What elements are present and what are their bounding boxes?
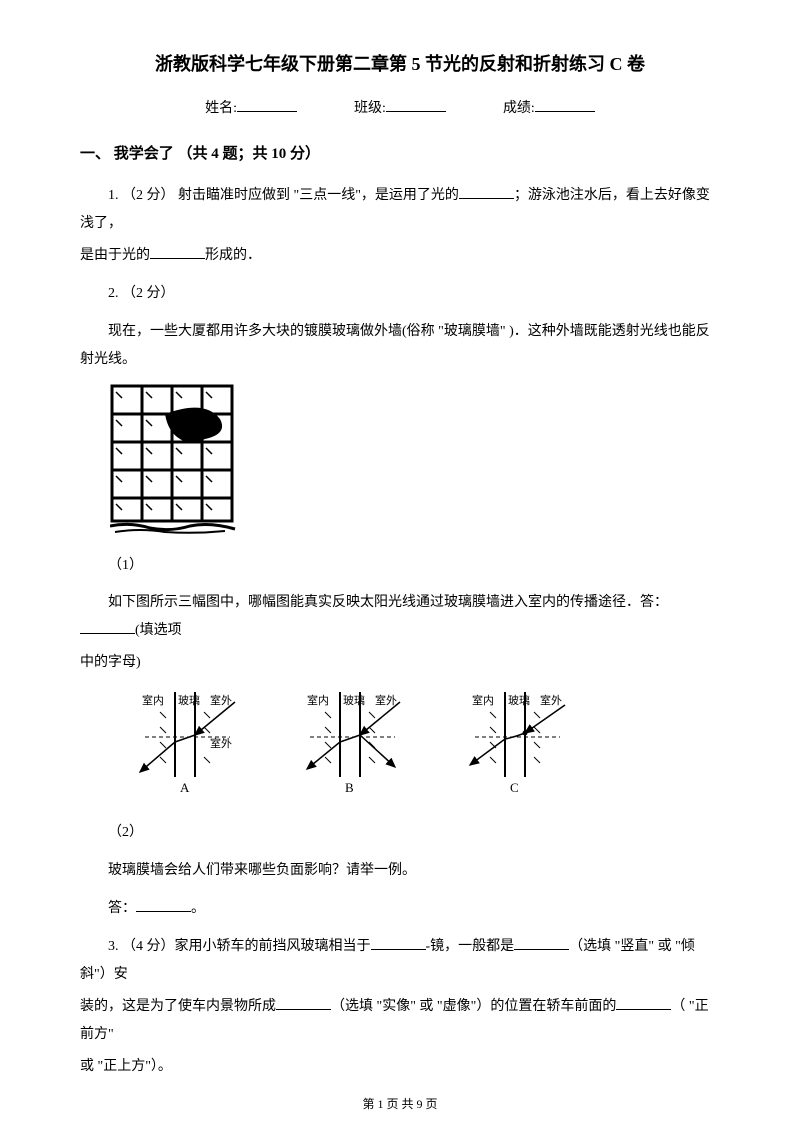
svg-text:室外: 室外 xyxy=(210,693,232,707)
q1-t1: 射击瞄准时应做到 "三点一线"，是运用了光的 xyxy=(175,188,459,203)
question-3-line3: 或 "正上方"）。 xyxy=(80,1053,720,1081)
svg-text:玻璃: 玻璃 xyxy=(343,693,365,707)
svg-text:室外: 室外 xyxy=(375,693,397,707)
q2-sub1-t2: (填选项 xyxy=(135,623,182,638)
light-diagrams: 室内 玻璃 室外 室外 A xyxy=(130,687,720,810)
section-1-head: 一、 我学会了 （共 4 题；共 10 分） xyxy=(80,142,720,166)
q2-sub1-t1: 如下图所示三幅图中，哪幅图能真实反映太阳光线通过玻璃膜墙进入室内的传播途径．答： xyxy=(108,595,668,610)
q3-t2: -镜，一般都是 xyxy=(426,939,515,954)
q1-num: 1. xyxy=(108,188,122,203)
q3-line2a: 装的，这是为了使车内景物所成 xyxy=(80,999,276,1014)
svg-text:玻璃: 玻璃 xyxy=(508,693,530,707)
svg-text:A: A xyxy=(180,780,190,795)
q3-num: 3. xyxy=(108,939,122,954)
q2-answer-blank[interactable] xyxy=(136,897,191,912)
q3-blank-2[interactable] xyxy=(514,935,569,950)
question-3-line2: 装的，这是为了使车内景物所成（选填 "实像" 或 "虚像"）的位置在轿车前面的（… xyxy=(80,993,720,1049)
info-line: 姓名: 班级: 成绩: xyxy=(80,97,720,120)
q2-answer-line: 答： 。 xyxy=(80,895,720,923)
q1-line2a: 是由于光的 xyxy=(80,248,150,263)
class-label: 班级: xyxy=(354,101,386,116)
q3-blank-1[interactable] xyxy=(371,935,426,950)
q2-points: （2 分） xyxy=(122,286,175,301)
question-1: 1. （2 分） 射击瞄准时应做到 "三点一线"，是运用了光的；游泳池注水后，看… xyxy=(80,182,720,238)
q3-blank-4[interactable] xyxy=(616,995,671,1010)
svg-text:C: C xyxy=(510,780,519,795)
name-blank[interactable] xyxy=(237,97,297,112)
q2-sub2-label: （2） xyxy=(80,822,720,844)
building-image xyxy=(110,384,720,542)
svg-text:室内: 室内 xyxy=(142,693,164,707)
q1-blank-1[interactable] xyxy=(459,184,514,199)
q2-sub1-line2: 中的字母) xyxy=(80,649,720,677)
q2-sub1-blank[interactable] xyxy=(80,619,135,634)
q1-line2b: 形成的． xyxy=(205,248,261,263)
q2-sub1-label: （1） xyxy=(80,555,720,577)
svg-text:B: B xyxy=(345,780,354,795)
page-footer: 第 1 页 共 9 页 xyxy=(0,1095,800,1114)
name-label: 姓名: xyxy=(205,101,237,116)
question-1-line2: 是由于光的 形成的． xyxy=(80,242,720,270)
q2-answer-end: 。 xyxy=(191,901,205,916)
q3-blank-3[interactable] xyxy=(276,995,331,1010)
q2-answer-label: 答： xyxy=(108,901,136,916)
page: 浙教版科学七年级下册第二章第 5 节光的反射和折射练习 C 卷 姓名: 班级: … xyxy=(0,0,800,1132)
question-3: 3. （4 分）家用小轿车的前挡风玻璃相当于-镜，一般都是（选填 "竖直" 或 … xyxy=(80,933,720,989)
q2-sub1-text: 如下图所示三幅图中，哪幅图能真实反映太阳光线通过玻璃膜墙进入室内的传播途径．答：… xyxy=(80,589,720,645)
q1-points: （2 分） xyxy=(122,188,175,203)
q3-t1: 家用小轿车的前挡风玻璃相当于 xyxy=(175,939,371,954)
q3-points: （4 分） xyxy=(122,939,175,954)
svg-text:室内: 室内 xyxy=(472,693,494,707)
svg-text:室内: 室内 xyxy=(307,693,329,707)
question-2-intro: 现在，一些大厦都用许多大块的镀膜玻璃做外墙(俗称 "玻璃膜墙" )．这种外墙既能… xyxy=(80,318,720,374)
q2-sub2-text: 玻璃膜墙会给人们带来哪些负面影响？请举一例。 xyxy=(80,857,720,885)
q1-blank-2[interactable] xyxy=(150,244,205,259)
score-label: 成绩: xyxy=(503,101,535,116)
svg-text:室外: 室外 xyxy=(210,736,232,750)
doc-title: 浙教版科学七年级下册第二章第 5 节光的反射和折射练习 C 卷 xyxy=(80,50,720,79)
svg-text:玻璃: 玻璃 xyxy=(178,693,200,707)
class-blank[interactable] xyxy=(386,97,446,112)
svg-text:室外: 室外 xyxy=(540,693,562,707)
score-blank[interactable] xyxy=(535,97,595,112)
q3-line2b: （选填 "实像" 或 "虚像"）的位置在轿车前面的 xyxy=(331,999,616,1014)
q2-num: 2. xyxy=(108,286,122,301)
question-2-head: 2. （2 分） xyxy=(80,280,720,308)
